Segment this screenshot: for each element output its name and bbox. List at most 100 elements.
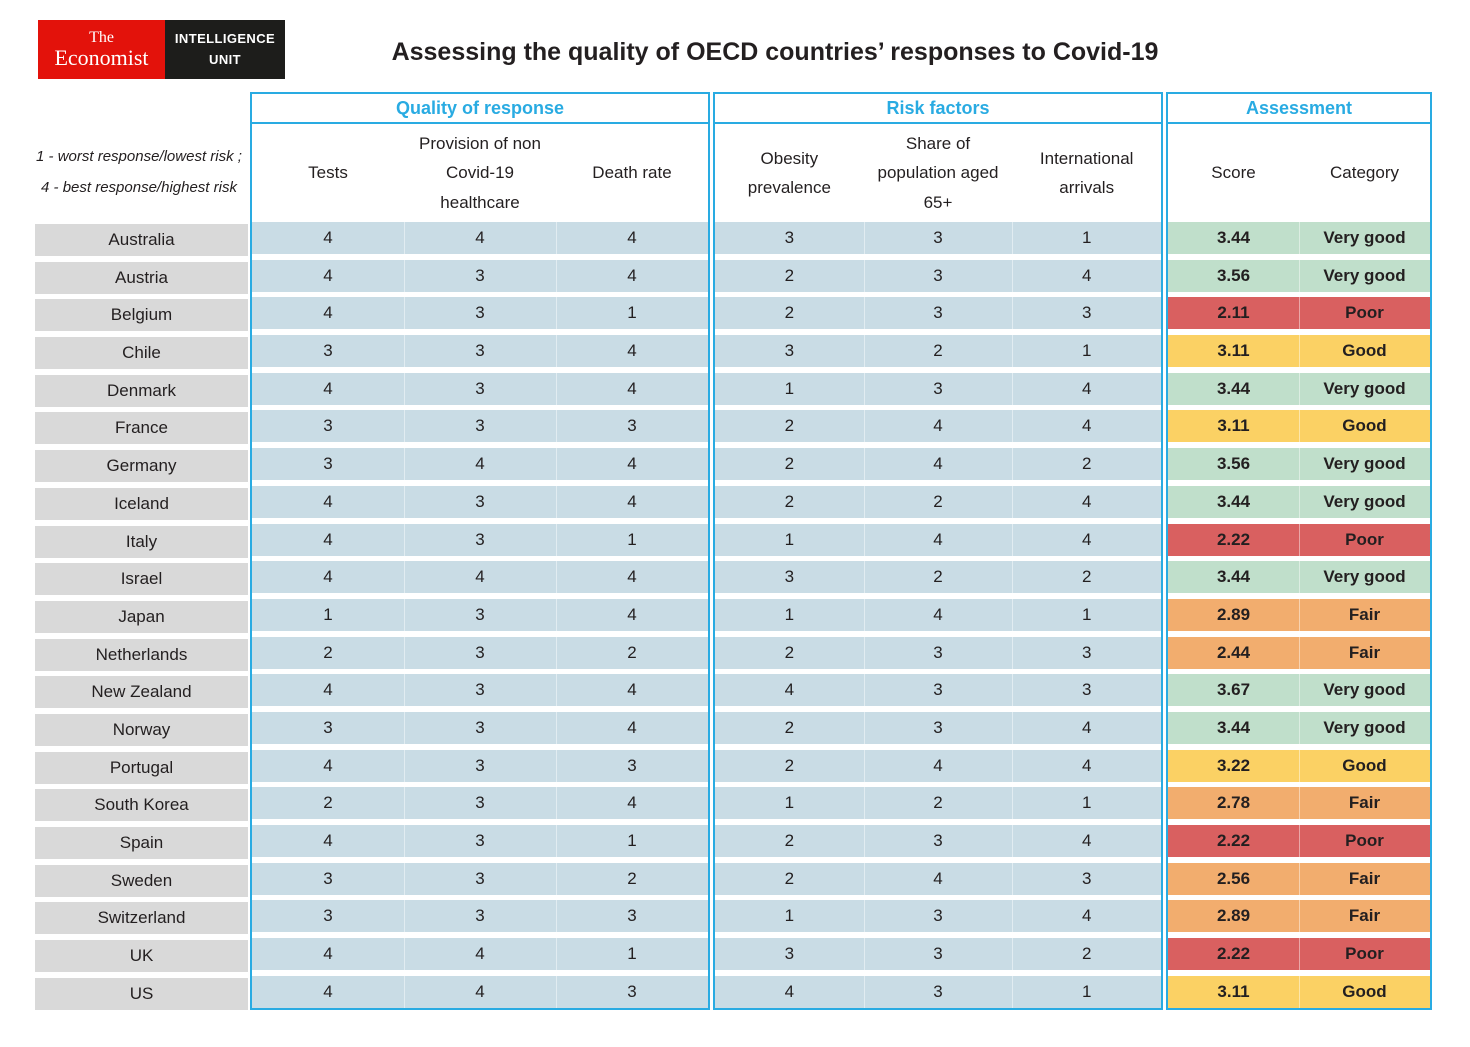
- value-cell: 3: [864, 260, 1013, 292]
- value-cell: 4: [556, 712, 708, 744]
- category-cell: Very good: [1299, 448, 1430, 480]
- value-cell: 3: [404, 787, 556, 819]
- country-cell: Belgium: [35, 299, 248, 332]
- country-cell: Australia: [35, 224, 248, 256]
- country-cell: Austria: [35, 261, 248, 294]
- table-row-assessment: 2.22 Poor: [1168, 938, 1430, 971]
- value-cell: 1: [1012, 222, 1161, 254]
- value-cell: 3: [323, 906, 333, 926]
- value-cell: 3: [404, 297, 556, 329]
- value-cell: 3: [323, 868, 333, 888]
- table-row-assessment: 3.44 Very good: [1168, 222, 1430, 254]
- legend-note: 1 - worst response/lowest risk ; 4 - bes…: [30, 141, 248, 203]
- header-cell-score: Score: [1211, 163, 1256, 183]
- country-cell: New Zealand: [35, 676, 248, 709]
- header-cell-international-arrivals: International arrivals: [1039, 148, 1134, 197]
- value-cell: 4: [556, 599, 708, 631]
- value-cell: 3: [864, 637, 1013, 669]
- value-cell: 3: [404, 674, 556, 706]
- country-cells: Australia Austria Belgium Chile Denmark Franc…: [35, 224, 248, 1010]
- value-cell: 2: [323, 793, 333, 813]
- table-row-assessment: 3.44 Very good: [1168, 485, 1430, 518]
- value-cell: 2: [556, 637, 708, 669]
- value-cell: 3: [784, 944, 795, 964]
- table-row-assessment: 3.11 Good: [1168, 975, 1430, 1008]
- value-cell: 1: [1012, 976, 1161, 1008]
- value-cell: 1: [784, 906, 795, 926]
- value-cell: 3: [1012, 637, 1161, 669]
- value-cell: 4: [323, 265, 333, 285]
- table-row-assessment: 2.56 Fair: [1168, 862, 1430, 895]
- logo-unit-line1: INTELLIGENCE: [174, 31, 276, 47]
- table-row-assessment: 2.44 Fair: [1168, 636, 1430, 669]
- value-cell: 3: [1012, 674, 1161, 706]
- value-cell: 4: [1012, 373, 1161, 405]
- table-row-assessment: 3.56 Very good: [1168, 259, 1430, 292]
- economist-intelligence-unit-logo: The Economist INTELLIGENCE UNIT: [38, 20, 285, 79]
- country-column: Australia Austria Belgium Chile Denmark Franc…: [35, 92, 248, 1015]
- country-cell: South Korea: [35, 789, 248, 822]
- value-cell: 2: [784, 454, 795, 474]
- value-cell: 4: [556, 222, 708, 254]
- value-cell: 3: [323, 717, 333, 737]
- category-cell: Fair: [1299, 637, 1430, 669]
- country-cell: Norway: [35, 713, 248, 746]
- category-cell: Good: [1299, 750, 1430, 782]
- value-cell: 4: [784, 680, 795, 700]
- value-cell: 4: [404, 938, 556, 970]
- value-cell: 1: [1012, 599, 1161, 631]
- value-cell: 4: [556, 260, 708, 292]
- value-cell: 3: [1012, 297, 1161, 329]
- score-cell: 2.11: [1217, 303, 1250, 323]
- category-cell: Good: [1299, 410, 1430, 442]
- table-row-assessment: 2.22 Poor: [1168, 825, 1430, 857]
- value-cell: 1: [556, 825, 708, 857]
- country-cell: UK: [35, 940, 248, 973]
- country-column-header-spacer: [35, 92, 248, 224]
- value-cell: 3: [404, 410, 556, 442]
- value-cell: 4: [1012, 712, 1161, 744]
- value-cell: 2: [323, 642, 333, 662]
- value-cell: 3: [404, 750, 556, 782]
- value-cell: 4: [1012, 750, 1161, 782]
- table-row-assessment: 3.44 Very good: [1168, 711, 1430, 744]
- value-cell: 4: [323, 303, 333, 323]
- value-cell: 4: [784, 981, 795, 1001]
- value-cell: 4: [323, 228, 333, 247]
- country-cell: Italy: [35, 525, 248, 558]
- value-cell: 4: [556, 373, 708, 405]
- value-cell: 2: [556, 863, 708, 895]
- value-cell: 3: [404, 486, 556, 518]
- value-cell: 4: [323, 529, 333, 549]
- value-cell: 1: [323, 604, 333, 624]
- category-cell: Very good: [1299, 486, 1430, 518]
- category-cell: Poor: [1299, 825, 1430, 857]
- category-cell: Fair: [1299, 863, 1430, 895]
- value-cell: 1: [556, 938, 708, 970]
- value-cell: 4: [1012, 410, 1161, 442]
- value-cell: 3: [864, 900, 1013, 932]
- value-cell: 3: [864, 712, 1013, 744]
- group-quality-of-response: Quality of response Tests Provision of n…: [250, 92, 710, 1010]
- value-cell: 2: [784, 642, 795, 662]
- value-cell: 4: [864, 448, 1013, 480]
